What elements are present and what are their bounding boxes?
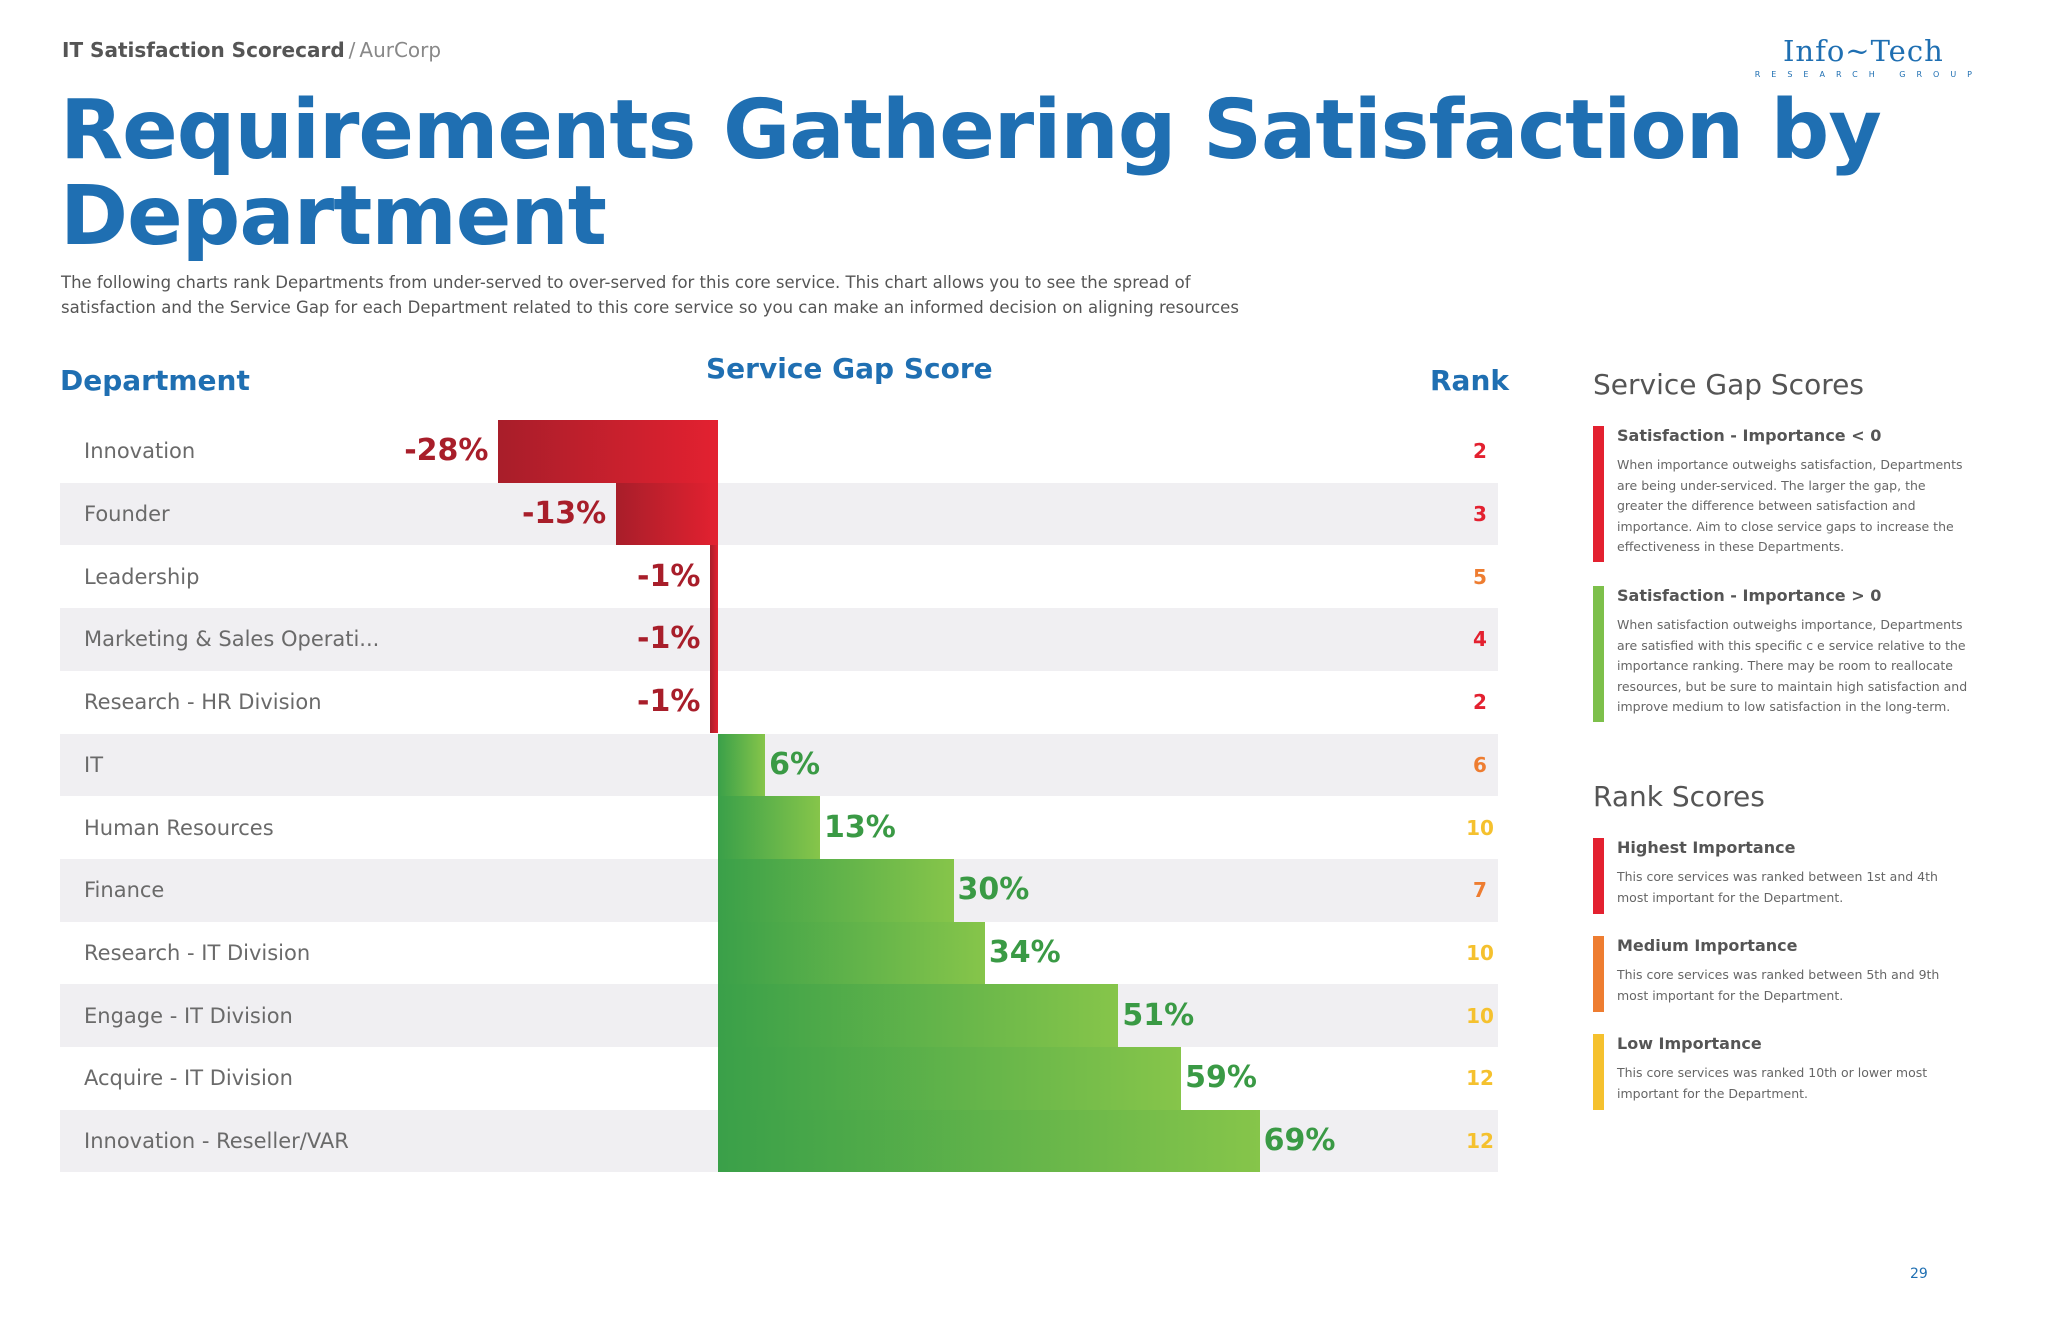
breadcrumb-scorecard: IT Satisfaction Scorecard: [62, 38, 345, 62]
gap-bar: [718, 921, 985, 985]
gap-bar: [718, 858, 954, 922]
legend-item-highest-importance: Highest Importance This core services wa…: [1593, 838, 1973, 914]
legend-text: This core services was ranked between 1s…: [1617, 869, 1938, 905]
department-label: Human Resources: [84, 815, 274, 840]
department-label: Marketing & Sales Operati...: [84, 627, 380, 652]
rank-column-header: Rank: [1430, 364, 1510, 397]
page-number: 29: [1910, 1266, 1928, 1282]
gap-value-label: -1%: [637, 558, 701, 594]
rank-value: 10: [1466, 940, 1494, 965]
legend-swatch-red: [1593, 838, 1604, 914]
gap-bar: [710, 670, 718, 734]
gap-value-label: -1%: [637, 621, 701, 657]
logo-sub-text: RESEARCH GROUP: [1754, 70, 1983, 79]
rank-value: 12: [1466, 1066, 1494, 1091]
gap-bar: [615, 482, 718, 546]
service-gap-chart: Innovation -28% 2 Founder -13% 3 Leadership -1%…: [60, 420, 1498, 1174]
rank-value: 2: [1473, 690, 1487, 715]
department-label: Founder: [84, 502, 170, 527]
table-row: [60, 545, 1498, 608]
legend-item-low-importance: Low Importance This core services was ra…: [1593, 1034, 1973, 1110]
rank-value: 7: [1473, 878, 1487, 903]
breadcrumb-separator: /: [348, 38, 356, 62]
legend-text: When importance outweighs satisfaction, …: [1617, 457, 1963, 554]
legend-swatch-red: [1593, 426, 1604, 562]
service-gap-column-header: Service Gap Score: [706, 352, 993, 385]
gap-value-label: 30%: [957, 872, 1030, 908]
page-title: Requirements Gathering Satisfaction by D…: [60, 83, 1882, 264]
legend-heading: Satisfaction - Importance < 0: [1617, 426, 1882, 445]
logo-main-text: Info~Tech: [1782, 34, 1944, 68]
department-label: Innovation - Reseller/VAR: [84, 1129, 349, 1154]
gap-value-label: 34%: [988, 934, 1061, 970]
rank-value: 5: [1473, 564, 1487, 589]
gap-bar: [718, 1109, 1260, 1173]
gap-value-label: 51%: [1122, 997, 1195, 1033]
info-tech-logo: Info~Tech RESEARCH GROUP: [1755, 34, 1972, 79]
rank-legend-title: Rank Scores: [1593, 780, 1765, 813]
department-label: Research - HR Division: [84, 690, 322, 715]
rank-value: 4: [1473, 627, 1487, 652]
gap-value-label: -1%: [637, 684, 701, 720]
legend-heading: Low Importance: [1617, 1034, 1762, 1053]
gap-value-label: 6%: [769, 746, 821, 782]
legend-heading: Satisfaction - Importance > 0: [1617, 586, 1882, 605]
gap-value-label: 69%: [1263, 1123, 1336, 1159]
rank-value: 10: [1466, 815, 1494, 840]
service-gap-legend-title: Service Gap Scores: [1593, 368, 1864, 401]
department-label: Innovation: [84, 439, 196, 464]
page-subtitle: The following charts rank Departments fr…: [61, 273, 1239, 317]
gap-value-label: -13%: [521, 496, 607, 532]
legend-text: This core services was ranked between 5t…: [1617, 967, 1940, 1003]
legend-swatch-green: [1593, 586, 1604, 722]
gap-bar: [498, 420, 718, 483]
department-label: Acquire - IT Division: [84, 1066, 293, 1091]
gap-bar: [718, 796, 821, 859]
gap-value-label: -28%: [404, 433, 489, 469]
legend-swatch-orange: [1593, 936, 1604, 1012]
table-row: [60, 482, 1498, 546]
legend-item-medium-importance: Medium Importance This core services was…: [1593, 936, 1973, 1012]
gap-bar: [718, 984, 1119, 1047]
department-label: Research - IT Division: [84, 940, 311, 965]
legend-heading: Highest Importance: [1617, 838, 1796, 857]
department-label: Engage - IT Division: [84, 1003, 293, 1028]
gap-bar: [710, 545, 718, 609]
rank-value: 3: [1473, 502, 1487, 527]
legend-item-positive-gap: Satisfaction - Importance > 0 When satis…: [1593, 586, 1973, 722]
legend-text: When satisfaction outweighs importance, …: [1617, 617, 1968, 714]
legend-item-negative-gap: Satisfaction - Importance < 0 When impor…: [1593, 426, 1973, 562]
gap-bar: [710, 608, 718, 671]
rank-value: 10: [1466, 1003, 1494, 1028]
gap-bar: [718, 1047, 1182, 1110]
rank-value: 6: [1473, 752, 1487, 777]
gap-bar: [718, 733, 766, 797]
rank-value: 2: [1473, 439, 1487, 464]
legend-text: This core services was ranked 10th or lo…: [1617, 1065, 1928, 1101]
table-row: [60, 420, 1498, 483]
department-label: Finance: [84, 878, 165, 903]
department-label: IT: [84, 752, 104, 777]
table-row: [60, 733, 1498, 797]
department-column-header: Department: [60, 364, 250, 397]
department-label: Leadership: [84, 564, 200, 589]
breadcrumb: IT Satisfaction Scorecard / AurCorp: [62, 38, 441, 62]
legend-heading: Medium Importance: [1617, 936, 1798, 955]
table-row: [60, 608, 1498, 671]
breadcrumb-org: AurCorp: [359, 38, 442, 62]
gap-value-label: 59%: [1185, 1060, 1257, 1096]
legend-swatch-yellow: [1593, 1034, 1604, 1110]
gap-value-label: 13%: [824, 809, 896, 845]
rank-value: 12: [1466, 1129, 1494, 1154]
